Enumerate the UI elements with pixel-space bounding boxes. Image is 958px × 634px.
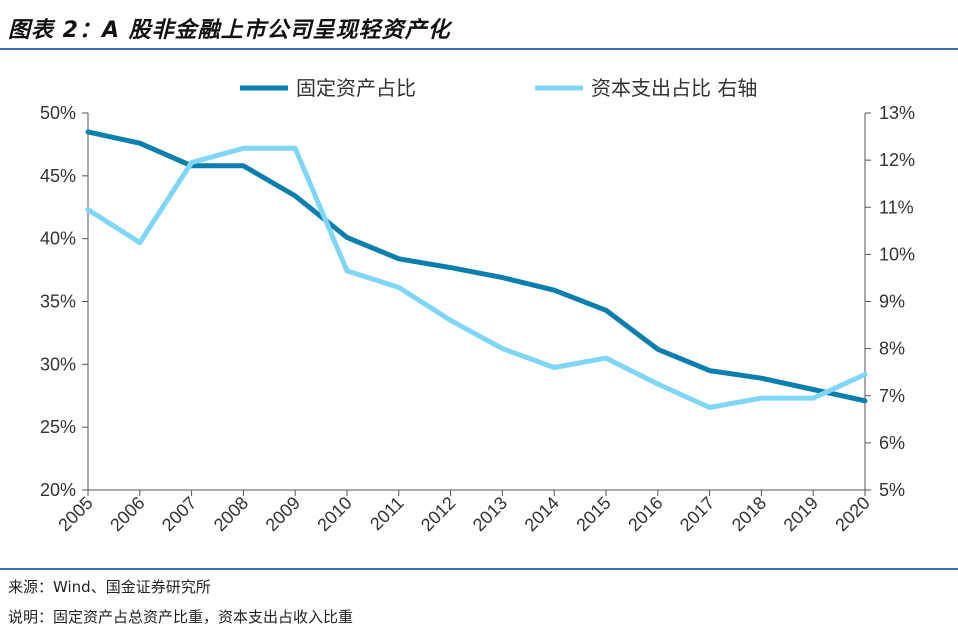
- fixed-asset-ratio-line: [85, 129, 868, 404]
- chart-series: [85, 129, 868, 410]
- left-tick-label: 35%: [40, 292, 76, 312]
- source-note: 来源：Wind、国金证券研究所: [8, 578, 211, 596]
- left-tick-label: 30%: [40, 354, 76, 374]
- right-tick-label: 6%: [879, 433, 905, 453]
- x-tick-label: 2011: [366, 493, 408, 535]
- x-tick-label: 2010: [313, 493, 355, 535]
- right-tick-label: 13%: [879, 103, 915, 123]
- x-tick-label: 2020: [831, 493, 873, 535]
- capex-ratio-line: [85, 145, 868, 410]
- x-tick-label: 2008: [210, 493, 252, 535]
- x-tick-label: 2015: [572, 493, 614, 535]
- right-tick-label: 10%: [879, 244, 915, 264]
- left-tick-label: 50%: [40, 103, 76, 123]
- footer-divider: [0, 568, 958, 570]
- x-tick-label: 2017: [676, 493, 718, 535]
- x-tick-label: 2009: [262, 493, 304, 535]
- right-tick-label: 11%: [879, 197, 914, 217]
- title-divider: [0, 48, 958, 50]
- legend-label-fixed-asset: 固定资产占比: [296, 76, 416, 100]
- right-tick-label: 12%: [879, 150, 915, 170]
- chart-legend: 固定资产占比 资本支出占比 右轴: [240, 76, 757, 100]
- left-tick-label: 20%: [40, 480, 76, 500]
- x-tick-label: 2016: [624, 493, 666, 535]
- right-tick-label: 5%: [879, 480, 905, 500]
- x-tick-label: 2013: [469, 493, 511, 535]
- x-tick-label: 2018: [728, 493, 770, 535]
- chart-axes: 20% 25% 30% 35% 40% 45% 50% 5% 6% 7% 8% 9% 10% 11% 12%…: [40, 103, 915, 535]
- x-tick-label: 2014: [521, 493, 563, 535]
- right-tick-label: 7%: [879, 386, 905, 406]
- right-tick-label: 8%: [879, 339, 905, 359]
- left-tick-label: 45%: [40, 166, 76, 186]
- x-tick-label: 2006: [106, 493, 148, 535]
- right-tick-label: 9%: [879, 292, 905, 312]
- chart-title: 图表 2：A 股非金融上市公司呈现轻资产化: [8, 18, 451, 43]
- x-tick-label: 2012: [417, 493, 459, 535]
- x-tick-label: 2019: [780, 493, 822, 535]
- left-tick-label: 25%: [40, 417, 76, 437]
- left-tick-label: 40%: [40, 229, 76, 249]
- legend-label-capex: 资本支出占比 右轴: [591, 76, 757, 100]
- x-tick-label: 2007: [158, 493, 200, 535]
- explanation-note: 说明：固定资产占总资产比重，资本支出占收入比重: [8, 608, 354, 626]
